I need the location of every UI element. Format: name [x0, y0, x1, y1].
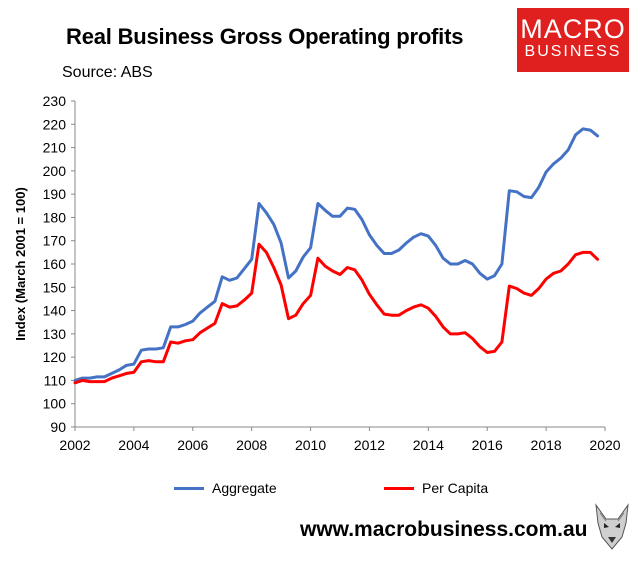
fox-logo-icon [592, 503, 632, 551]
x-tick-label: 2016 [472, 437, 503, 453]
y-tick-label: 180 [43, 209, 67, 225]
source-note: Source: ABS [62, 64, 153, 81]
website-url: www.macrobusiness.com.au [300, 518, 588, 541]
legend-item-aggregate: Aggregate [174, 480, 277, 496]
x-tick-label: 2006 [177, 437, 208, 453]
series-line-per-capita [73, 242, 600, 385]
macrobusiness-logo: MACRO BUSINESS [517, 8, 629, 72]
y-tick-label: 230 [43, 93, 67, 109]
y-axis-label: Index (March 2001 = 100) [13, 187, 28, 341]
y-tick-label: 200 [43, 163, 67, 179]
x-tick-label: 2002 [59, 437, 90, 453]
y-tick-label: 190 [43, 186, 67, 202]
y-tick-label: 100 [43, 396, 67, 412]
y-tick-label: 90 [50, 419, 66, 435]
legend-label-per-capita: Per Capita [422, 480, 489, 496]
legend-label-aggregate: Aggregate [212, 480, 277, 496]
x-tick-label: 2012 [354, 437, 385, 453]
x-tick-label: 2020 [589, 437, 620, 453]
logo-line-2: BUSINESS [524, 43, 622, 60]
legend-swatch-per-capita [384, 486, 414, 490]
x-tick-label: 2010 [295, 437, 326, 453]
legend-item-per-capita: Per Capita [384, 480, 488, 496]
y-tick-label: 170 [43, 233, 67, 249]
y-tick-label: 150 [43, 279, 67, 295]
chart-title: Real Business Gross Operating profits [66, 24, 464, 49]
x-tick-label: 2008 [236, 437, 267, 453]
y-tick-label: 130 [43, 326, 67, 342]
y-tick-label: 110 [44, 372, 67, 388]
logo-line-1: MACRO [520, 14, 626, 44]
y-tick-label: 160 [43, 256, 67, 272]
line-chart: 90 100 110 120 130 140 150 160 170 180 190 200 210 22… [13, 93, 621, 453]
series-line-aggregate [73, 127, 600, 382]
legend-swatch-aggregate [174, 486, 204, 490]
x-tick-label: 2018 [531, 437, 562, 453]
y-tick-label: 140 [43, 303, 67, 319]
y-tick-label: 210 [43, 140, 67, 156]
x-tick-label: 2014 [413, 437, 444, 453]
y-tick-label: 120 [43, 349, 67, 365]
x-tick-label: 2004 [118, 437, 149, 453]
y-tick-label: 220 [43, 116, 67, 132]
